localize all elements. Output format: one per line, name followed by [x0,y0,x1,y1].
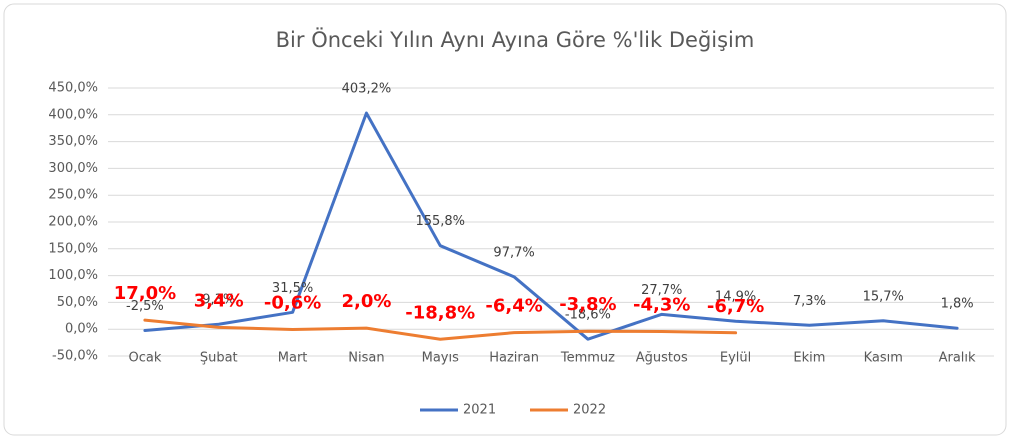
y-tick-label: 100,0% [48,268,98,283]
data-label: -18,8% [405,302,475,323]
x-tick-label: Kasım [864,351,903,366]
data-label: -2,5% [126,299,164,314]
data-label: 2,0% [341,291,391,312]
data-label: 14,9% [715,290,756,305]
x-tick-label: Nisan [348,351,384,366]
y-tick-label: 450,0% [48,81,98,96]
x-tick-label: Ocak [128,351,161,366]
data-label: 17,0% [114,283,176,304]
data-label: 3,4% [194,290,244,311]
data-label: 155,8% [415,214,465,229]
x-tick-label: Temmuz [560,351,615,366]
data-label: 1,8% [941,297,974,312]
y-tick-label: 300,0% [48,161,98,176]
series-line [143,111,959,341]
legend-label: 2021 [463,403,496,418]
y-tick-label: 350,0% [48,134,98,149]
y-tick-label: 50,0% [57,295,98,310]
data-label: 7,3% [793,294,826,309]
data-label: -4,3% [633,295,690,316]
x-tick-label: Şubat [200,351,238,366]
data-label: 27,7% [641,283,682,298]
y-tick-label: 150,0% [48,241,98,256]
y-tick-label: -50,0% [52,349,98,364]
y-tick-label: 250,0% [48,188,98,203]
y-tick-label: 400,0% [48,107,98,122]
data-label: 97,7% [493,245,534,260]
x-tick-label: Ekim [793,351,825,366]
x-tick-label: Mayıs [422,351,459,366]
data-label: 31,5% [272,281,313,296]
data-label: 9,3% [202,293,235,308]
data-label: -6,4% [485,296,542,317]
data-label: -6,7% [707,296,764,317]
data-label: -3,8% [559,294,616,315]
data-label: 403,2% [342,82,392,97]
data-label: -0,6% [264,293,321,314]
chart-title: Bir Önceki Yılın Aynı Ayına Göre %'lik D… [276,27,755,52]
x-tick-label: Eylül [720,351,751,366]
y-tick-label: 200,0% [48,215,98,230]
x-tick-label: Haziran [489,351,539,366]
x-tick-label: Aralık [939,351,976,366]
series-line [143,318,738,341]
x-tick-label: Mart [278,351,308,366]
data-label: 15,7% [863,289,904,304]
x-tick-label: Ağustos [636,351,688,366]
data-label: -18,6% [565,308,611,323]
chart-frame [3,3,1007,436]
legend-label: 2022 [573,403,606,418]
y-tick-label: 0,0% [65,322,98,337]
